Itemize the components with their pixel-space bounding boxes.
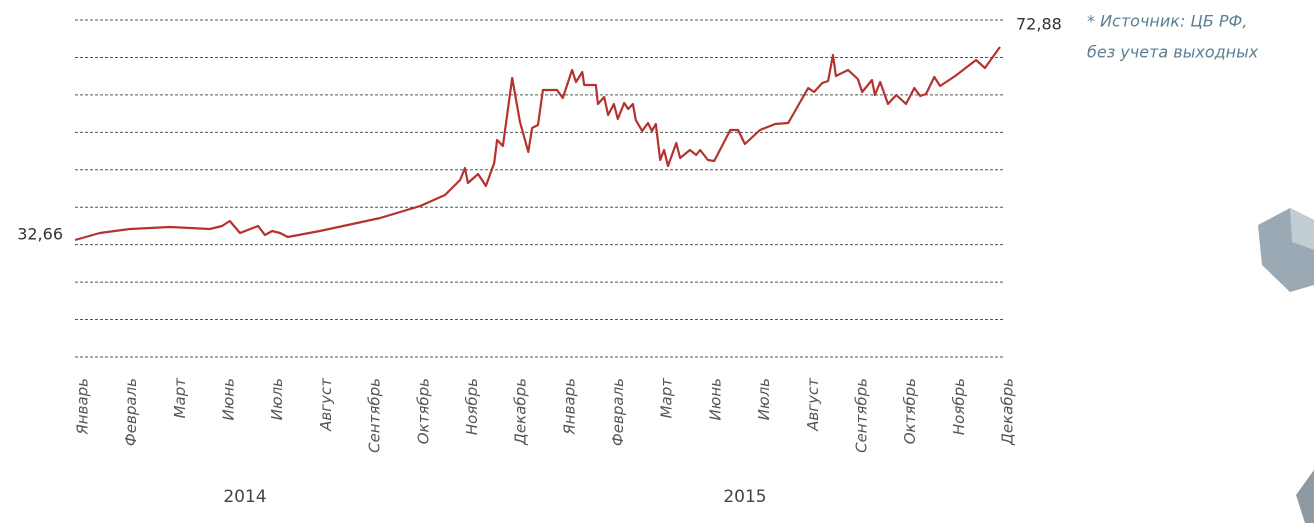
year-label: 2014 [223, 487, 266, 507]
x-tick-label: Февраль [122, 378, 140, 446]
x-tick-label: Июнь [706, 378, 724, 421]
year-label: 2015 [723, 487, 766, 507]
x-tick-label: Март [171, 377, 189, 419]
x-tick-label: Июль [268, 378, 286, 420]
decoration [1290, 208, 1314, 250]
x-tick-label: Декабрь [999, 378, 1017, 446]
x-tick-label: Октябрь [414, 378, 432, 444]
value-label: 32,66 [17, 225, 63, 244]
source-note: * Источник: ЦБ РФ, [1087, 12, 1247, 31]
x-tick-label: Март [658, 377, 676, 419]
x-tick-label: Июнь [220, 378, 238, 421]
x-tick-label: Ноябрь [950, 378, 968, 435]
line [74, 46, 1001, 242]
source-note: без учета выходных [1087, 43, 1259, 62]
decoration [1296, 470, 1314, 523]
x-tick-label: Ноябрь [463, 378, 481, 435]
x-tick-label: Июль [755, 378, 773, 420]
x-tick-label: Февраль [609, 378, 627, 446]
x-tick-label: Август [317, 377, 335, 432]
x-tick-label: Декабрь [512, 378, 530, 446]
x-tick-label: Сентябрь [366, 378, 384, 453]
x-tick-label: Январь [560, 378, 578, 436]
x-tick-label: Август [804, 377, 822, 432]
x-tick-label: Сентябрь [852, 378, 870, 453]
value-label: 72,88 [1016, 15, 1062, 34]
x-tick-label: Октябрь [901, 378, 919, 444]
x-tick-label: Январь [74, 378, 92, 436]
